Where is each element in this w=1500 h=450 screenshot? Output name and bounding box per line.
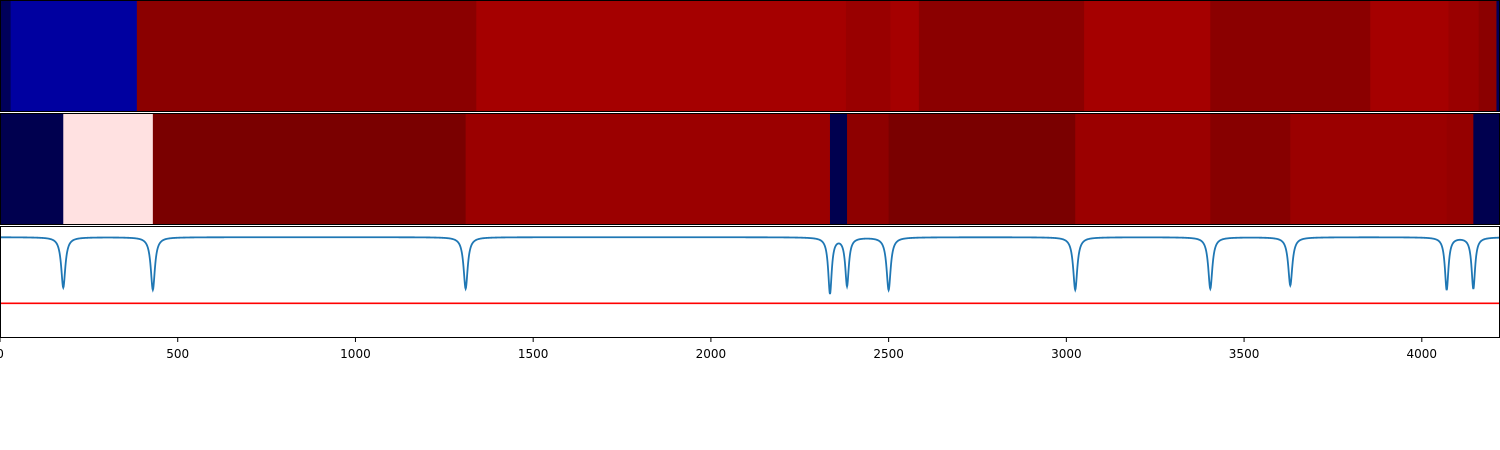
x-axis: 0 500 1000 1500 2000 2500 3000 3500 4000 [0,338,1437,361]
panel-3 [0,226,1500,338]
heatmap-cell-1-2 [10,0,138,112]
x-tick-label: 1000 [340,347,371,361]
heatmap-cell-1-12 [1478,0,1497,112]
panel-1 [0,0,1500,112]
heatmap-cell-1-5 [845,0,891,112]
x-tick-label: 1500 [518,347,549,361]
panels [0,0,1500,338]
x-tick-label: 2000 [696,347,727,361]
heatmap-cell-2-2 [63,113,154,225]
heatmap-cell-1-9 [1210,0,1371,112]
x-tick-label: 2500 [873,347,904,361]
x-tick-label: 0 [0,347,4,361]
heatmap-cell-1-6 [890,0,920,112]
panel-frame-3 [0,226,1500,338]
heatmap-cell-2-7 [888,113,1076,225]
x-tick-label: 4000 [1407,347,1438,361]
heatmap-cell-2-9 [1210,113,1291,225]
heatmap-cell-2-5 [829,113,848,225]
heatmap-cell-2-4 [465,113,831,225]
x-tick-label: 3500 [1229,347,1260,361]
heatmap-cell-2-1 [0,113,64,225]
heatmap-cell-2-3 [152,113,467,225]
heatmap-cell-1-8 [1084,0,1211,112]
series-line-1 [0,236,1500,295]
heatmap-cell-2-6 [847,113,890,225]
heatmap-cell-2-11 [1446,113,1474,225]
heatmap-cell-1-11 [1448,0,1480,112]
heatmap-cell-2-12 [1473,113,1500,225]
heatmap-cell-1-13 [1496,0,1500,112]
heatmap-cell-1-3 [136,0,477,112]
heatmap-cell-2-10 [1290,113,1448,225]
heatmap-cell-1-1 [0,0,12,112]
heatmap-cell-1-10 [1370,0,1449,112]
panel-2 [0,113,1500,225]
heatmap-cell-1-4 [476,0,847,112]
heatmap-cell-2-8 [1075,113,1211,225]
heatmap-cell-1-7 [918,0,1085,112]
x-tick-label: 3000 [1051,347,1082,361]
x-tick-label: 500 [166,347,189,361]
